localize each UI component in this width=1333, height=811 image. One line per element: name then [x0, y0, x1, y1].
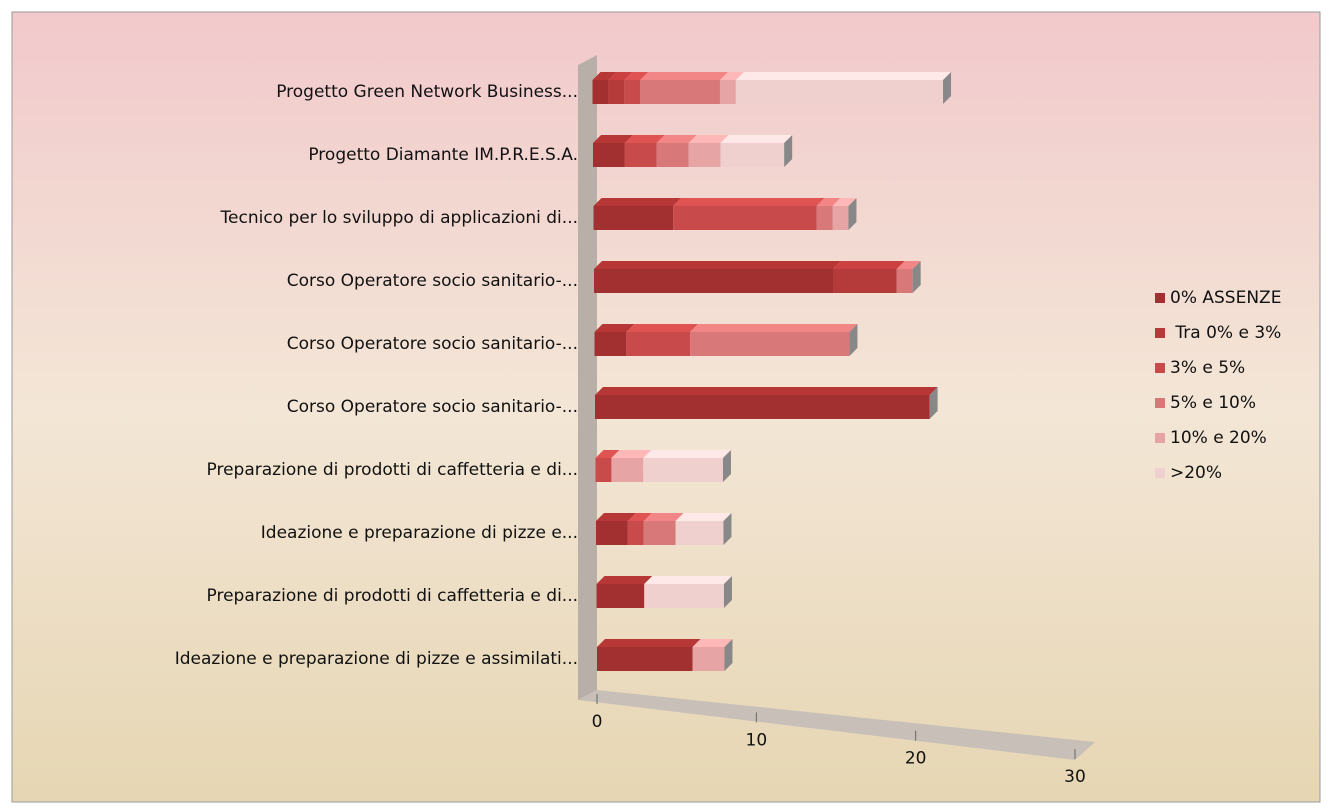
y-tick-label: Corso Operatore socio sanitario-... — [287, 397, 578, 417]
legend-swatch — [1155, 328, 1165, 338]
bar-segment — [675, 513, 732, 545]
legend-swatch — [1155, 433, 1165, 443]
bar-end — [912, 261, 921, 293]
bar-segment — [611, 450, 652, 482]
legend-label: 10% e 20% — [1170, 428, 1267, 448]
bar-segment — [596, 513, 636, 545]
y-tick-label: Ideazione e preparazione di pizze e... — [261, 523, 578, 543]
bar-segment — [692, 639, 733, 671]
y-tick-label: Preparazione di prodotti di caffetteria … — [207, 586, 578, 606]
x-tick-label: 20 — [905, 749, 927, 769]
bar-segment — [735, 72, 952, 104]
bar-segment — [626, 324, 699, 356]
bar-segment — [624, 135, 665, 167]
bar-segment — [643, 513, 684, 545]
bar-segment — [608, 72, 633, 104]
bar-segment — [593, 198, 682, 230]
bar-segment — [719, 72, 744, 104]
legend-label: 5% e 10% — [1170, 393, 1256, 413]
bar-end — [943, 72, 952, 104]
bar-segment — [656, 135, 697, 167]
bar-segment — [673, 198, 825, 230]
bar-segment — [640, 72, 728, 104]
legend-swatch — [1155, 293, 1165, 303]
x-tick-label: 30 — [1064, 767, 1086, 787]
bar-segment — [644, 576, 732, 608]
legend-swatch — [1155, 398, 1165, 408]
y-tick-label: Corso Operatore socio sanitario-... — [287, 334, 578, 354]
bar-segment — [593, 135, 633, 167]
bar-end — [722, 450, 731, 482]
bar-segment — [688, 135, 729, 167]
bar-end — [848, 198, 857, 230]
y-tick-label: Corso Operatore socio sanitario-... — [287, 271, 578, 291]
bar-segment — [627, 513, 652, 545]
bar-end — [784, 135, 793, 167]
x-tick-label: 0 — [592, 712, 603, 732]
bar-end — [723, 513, 732, 545]
bar-end — [849, 324, 858, 356]
floor — [578, 690, 1095, 760]
bar-segment — [720, 135, 793, 167]
bar-segment — [597, 639, 701, 671]
legend-swatch — [1155, 363, 1165, 373]
bar-segment — [690, 324, 858, 356]
bar-segment — [896, 261, 921, 293]
bar-end — [723, 576, 732, 608]
bar-segment — [833, 261, 905, 293]
bar-segment — [592, 72, 617, 104]
bar-segment — [832, 198, 857, 230]
bar-segment — [643, 450, 731, 482]
bar-end — [929, 387, 938, 419]
back-wall — [578, 55, 597, 700]
x-tick-label: 10 — [746, 730, 768, 750]
y-tick-label: Progetto Diamante IM.P.R.E.S.A. — [308, 145, 578, 165]
bar-segment — [594, 261, 841, 293]
legend-swatch — [1155, 468, 1165, 478]
bar-segment — [595, 387, 938, 419]
bar-segment — [624, 72, 649, 104]
y-tick-label: Tecnico per lo sviluppo di applicazioni … — [220, 208, 578, 228]
y-tick-label: Ideazione e preparazione di pizze e assi… — [175, 649, 578, 669]
legend-label: 0% ASSENZE — [1170, 288, 1281, 308]
legend-label: Tra 0% e 3% — [1170, 323, 1281, 343]
y-tick-label: Progetto Green Network Business... — [276, 82, 578, 102]
bar-segment — [594, 324, 635, 356]
y-tick-label: Preparazione di prodotti di caffetteria … — [207, 460, 578, 480]
bar-segment — [595, 450, 620, 482]
legend-label: >20% — [1170, 463, 1222, 483]
bar-segment — [596, 576, 653, 608]
legend-label: 3% e 5% — [1170, 358, 1245, 378]
bar-segment — [816, 198, 841, 230]
bar-end — [724, 639, 733, 671]
